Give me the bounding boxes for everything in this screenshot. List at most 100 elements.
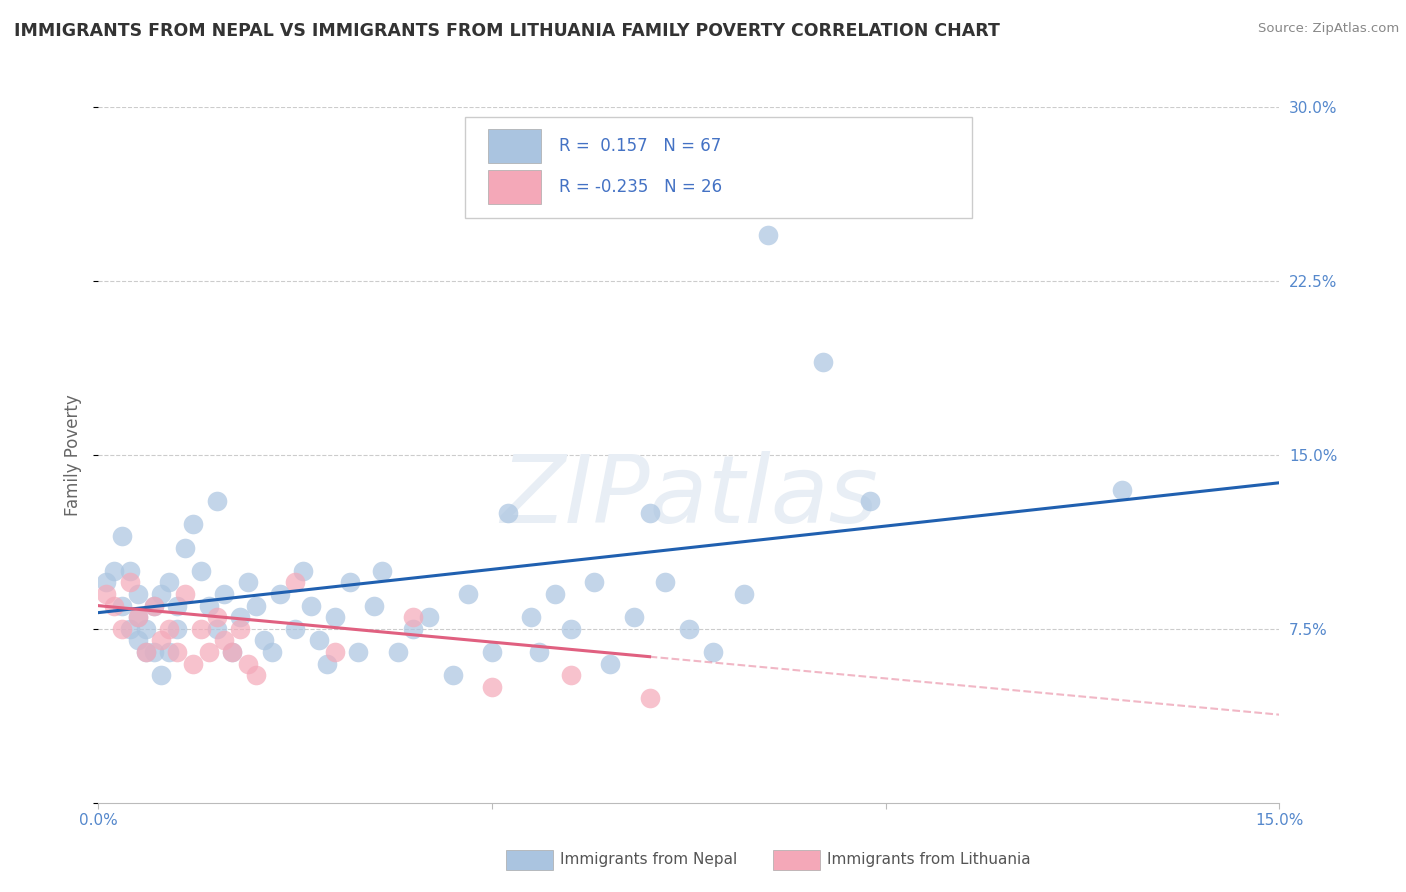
Point [292, 564, 315, 578]
Point [103, 564, 125, 578]
Point [214, 587, 236, 601]
Point [142, 599, 165, 613]
Point [229, 622, 252, 636]
Point [363, 599, 385, 613]
Point [418, 610, 440, 624]
Point [214, 633, 236, 648]
Point [245, 668, 267, 682]
Point [111, 529, 134, 543]
Point [387, 645, 409, 659]
Point [118, 622, 141, 636]
Point [111, 622, 134, 636]
FancyBboxPatch shape [464, 118, 973, 219]
Point [150, 633, 173, 648]
Point [103, 599, 125, 613]
Point [481, 680, 503, 694]
Point [811, 355, 834, 369]
Point [284, 622, 307, 636]
Point [638, 691, 661, 706]
Point [599, 657, 621, 671]
Point [481, 645, 503, 659]
Point [654, 575, 676, 590]
Point [402, 622, 425, 636]
Point [150, 668, 173, 682]
Point [181, 657, 204, 671]
Point [702, 645, 724, 659]
Point [371, 564, 394, 578]
Point [118, 564, 141, 578]
Point [308, 633, 330, 648]
Point [157, 575, 180, 590]
Text: Immigrants from Nepal: Immigrants from Nepal [560, 853, 737, 867]
Text: R = -0.235   N = 26: R = -0.235 N = 26 [560, 178, 723, 196]
Point [229, 610, 252, 624]
Point [135, 645, 157, 659]
Point [323, 610, 346, 624]
Point [96, 575, 118, 590]
Point [269, 587, 291, 601]
Point [190, 622, 212, 636]
Point [583, 575, 606, 590]
Point [166, 599, 188, 613]
Point [260, 645, 283, 659]
Point [174, 541, 197, 555]
FancyBboxPatch shape [488, 129, 541, 162]
Point [441, 668, 464, 682]
Point [127, 587, 149, 601]
Point [157, 622, 180, 636]
Point [284, 575, 307, 590]
Point [245, 599, 267, 613]
Text: Immigrants from Lithuania: Immigrants from Lithuania [827, 853, 1031, 867]
Text: ZIPatlas: ZIPatlas [501, 451, 877, 542]
Point [221, 645, 243, 659]
Point [529, 645, 551, 659]
Point [96, 587, 118, 601]
Point [733, 587, 755, 601]
Point [190, 564, 212, 578]
FancyBboxPatch shape [488, 170, 541, 203]
Point [205, 494, 228, 508]
Point [560, 622, 582, 636]
Point [402, 610, 425, 624]
Point [236, 657, 259, 671]
Point [339, 575, 361, 590]
Point [678, 622, 700, 636]
Point [496, 506, 519, 520]
Point [236, 575, 259, 590]
Point [127, 633, 149, 648]
Point [181, 517, 204, 532]
Point [127, 610, 149, 624]
Point [127, 610, 149, 624]
Point [142, 645, 165, 659]
Point [205, 622, 228, 636]
Text: Source: ZipAtlas.com: Source: ZipAtlas.com [1258, 22, 1399, 36]
Point [623, 610, 645, 624]
Point [756, 227, 779, 242]
Point [1111, 483, 1133, 497]
Text: IMMIGRANTS FROM NEPAL VS IMMIGRANTS FROM LITHUANIA FAMILY POVERTY CORRELATION CH: IMMIGRANTS FROM NEPAL VS IMMIGRANTS FROM… [14, 22, 1000, 40]
Point [150, 587, 173, 601]
Point [859, 494, 882, 508]
Point [221, 645, 243, 659]
Point [323, 645, 346, 659]
Point [197, 599, 219, 613]
Point [135, 645, 157, 659]
Text: R =  0.157   N = 67: R = 0.157 N = 67 [560, 137, 721, 155]
Point [135, 622, 157, 636]
Y-axis label: Family Poverty: Family Poverty [65, 394, 83, 516]
Point [118, 575, 141, 590]
Point [142, 599, 165, 613]
Point [205, 610, 228, 624]
Point [253, 633, 276, 648]
Point [157, 645, 180, 659]
Point [166, 622, 188, 636]
Point [299, 599, 322, 613]
Point [166, 645, 188, 659]
Point [638, 506, 661, 520]
Point [544, 587, 567, 601]
Point [197, 645, 219, 659]
Point [457, 587, 479, 601]
Point [315, 657, 337, 671]
Point [347, 645, 370, 659]
Point [174, 587, 197, 601]
